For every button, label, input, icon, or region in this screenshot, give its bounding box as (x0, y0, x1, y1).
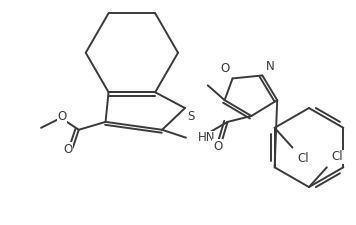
Text: O: O (63, 143, 73, 156)
Text: HN: HN (198, 131, 215, 144)
Text: Cl: Cl (297, 153, 309, 166)
Text: N: N (266, 59, 275, 72)
Text: O: O (220, 63, 230, 75)
Text: Cl: Cl (332, 150, 344, 163)
Text: O: O (57, 110, 67, 124)
Text: S: S (187, 110, 194, 123)
Text: O: O (213, 140, 222, 153)
